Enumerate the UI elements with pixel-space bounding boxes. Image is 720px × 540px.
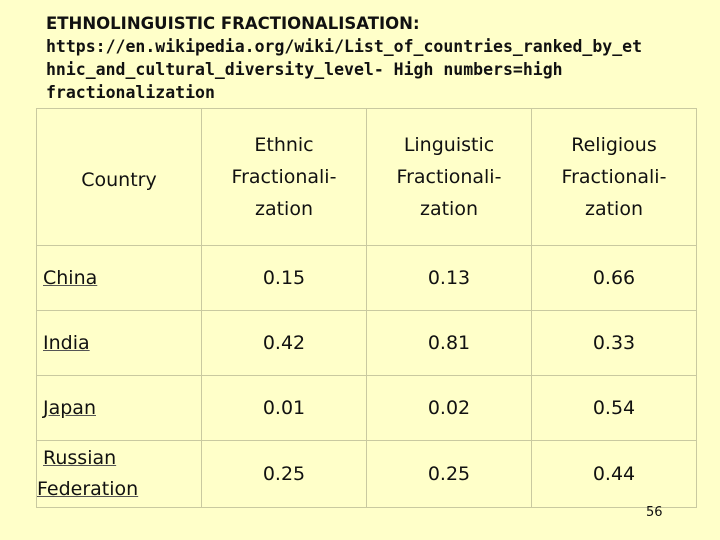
country-cell: Russian Federation: [36, 440, 202, 508]
linguistic-value: 0.81: [366, 310, 532, 376]
column-header-ethnic-l1: Ethnic: [254, 134, 314, 156]
linguistic-value: 0.25: [366, 440, 532, 508]
slide-title: ETHNOLINGUISTIC FRACTIONALISATION: [46, 14, 413, 33]
table-row: India 0.42 0.81 0.33: [36, 310, 697, 376]
country-name: China: [43, 266, 98, 289]
column-header-ethnic-l2: Fractionali-: [231, 166, 337, 188]
source-url-line-2: hnic_and_cultural_diversity_level- High …: [46, 60, 563, 79]
linguistic-value: 0.02: [366, 375, 532, 441]
religious-value: 0.44: [531, 440, 697, 508]
column-header-religious-l3: zation: [584, 198, 643, 220]
table-row: Japan 0.01 0.02 0.54: [36, 375, 697, 441]
country-cell: Japan: [36, 375, 202, 441]
fractionalization-table: Country Ethnic Fractionali- zation Lingu…: [36, 108, 697, 508]
column-header-country-label: Country: [81, 169, 157, 191]
religious-value: 0.66: [531, 245, 697, 311]
title-colon: :: [412, 14, 420, 33]
linguistic-value: 0.13: [366, 245, 532, 311]
table-header-row: Country Ethnic Fractionali- zation Lingu…: [36, 108, 697, 246]
column-header-religious-l2: Fractionali-: [561, 166, 667, 188]
column-header-linguistic: Linguistic Fractionali- zation: [366, 108, 532, 246]
country-name: Japan: [43, 396, 96, 419]
ethnic-value: 0.25: [201, 440, 367, 508]
column-header-linguistic-l3: zation: [419, 198, 478, 220]
country-name: India: [43, 331, 90, 354]
religious-value: 0.33: [531, 310, 697, 376]
table-row: China 0.15 0.13 0.66: [36, 245, 697, 311]
country-name-line-1: Russian: [43, 447, 117, 469]
column-header-ethnic: Ethnic Fractionali- zation: [201, 108, 367, 246]
country-name-line-2: Federation: [37, 478, 139, 500]
column-header-religious-l1: Religious: [571, 134, 657, 156]
ethnic-value: 0.42: [201, 310, 367, 376]
table-row: Russian Federation 0.25 0.25 0.44: [36, 440, 697, 508]
country-cell: China: [36, 245, 202, 311]
slide-header: ETHNOLINGUISTIC FRACTIONALISATION: https…: [46, 12, 706, 104]
source-url-line-1: https://en.wikipedia.org/wiki/List_of_co…: [46, 37, 643, 56]
column-header-linguistic-l2: Fractionali-: [396, 166, 502, 188]
column-header-country: Country: [36, 108, 202, 246]
source-url-line-3: fractionalization: [46, 83, 215, 102]
column-header-linguistic-l1: Linguistic: [403, 134, 495, 156]
ethnic-value: 0.01: [201, 375, 367, 441]
column-header-ethnic-l3: zation: [254, 198, 313, 220]
religious-value: 0.54: [531, 375, 697, 441]
page-number: 56: [646, 505, 663, 520]
header-title-line: ETHNOLINGUISTIC FRACTIONALISATION:: [46, 12, 706, 35]
column-header-religious: Religious Fractionali- zation: [531, 108, 697, 246]
ethnic-value: 0.15: [201, 245, 367, 311]
country-cell: India: [36, 310, 202, 376]
